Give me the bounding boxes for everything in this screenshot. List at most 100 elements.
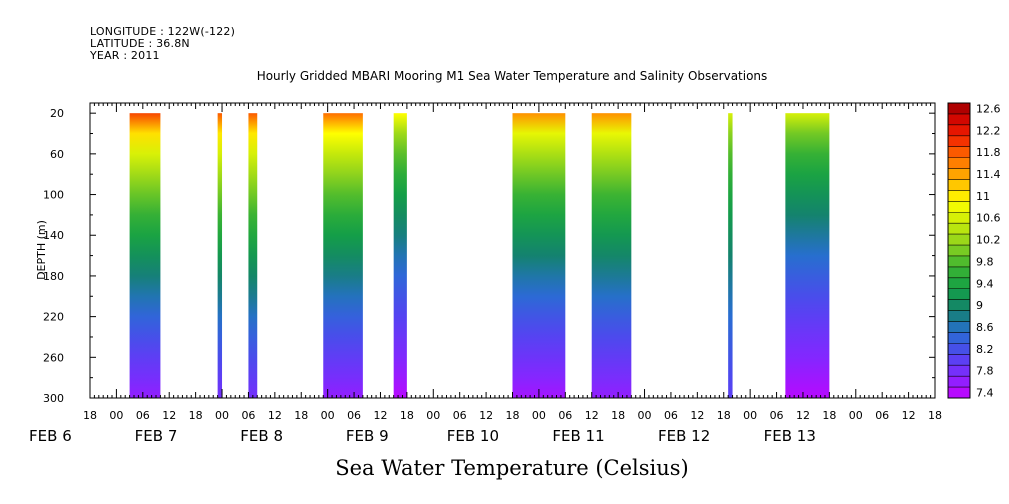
chart-subtitle: Sea Water Temperature (Celsius): [335, 456, 689, 480]
x-day-labels: FEB 6 FEB 7 FEB 8 FEB 9 FEB 10 FEB 11 FEB 12 FE…: [29, 427, 816, 445]
colorbar-swatch: [948, 135, 970, 148]
colorbar-label: 10.6: [976, 212, 1001, 225]
x-day-label: FEB 12: [658, 427, 710, 445]
data-block: [512, 113, 566, 398]
x-tick-label: 06: [347, 409, 361, 422]
colorbar: 12.6 12.2 11.8 11.4 11 10.6 10.2 9.8 9.4 9 8.6 8.2 7…: [947, 102, 1001, 400]
colorbar-swatch: [948, 201, 970, 213]
colorbar-swatch: [948, 234, 970, 246]
x-tick-label: 06: [136, 409, 150, 422]
y-tick-label: 180: [43, 270, 64, 283]
latitude-label: LATITUDE : 36.8N: [90, 37, 190, 50]
colorbar-swatch: [948, 113, 970, 126]
colorbar-swatch: [948, 376, 970, 388]
y-tick-label: 20: [50, 107, 64, 120]
y-tick-label: 140: [43, 229, 64, 242]
data-block: [591, 113, 632, 398]
colorbar-label: 12.6: [976, 102, 1001, 115]
x-tick-label: 12: [690, 409, 704, 422]
colorbar-swatch: [948, 212, 970, 224]
x-day-label: FEB 9: [346, 427, 389, 445]
x-tick-label: 12: [268, 409, 282, 422]
x-tick-label: 00: [321, 409, 335, 422]
y-tick-label: 220: [43, 311, 64, 324]
colorbar-label: 9.8: [976, 255, 994, 268]
x-tick-labels: 18 00 06 12 18 00 06 12 18 00 06 12 18 00 06 12 18 00 06 12…: [83, 409, 942, 422]
x-day-label: FEB 11: [552, 427, 604, 445]
x-tick-label: 06: [453, 409, 467, 422]
colorbar-swatch: [948, 103, 970, 115]
x-day-label: FEB 10: [447, 427, 499, 445]
colorbar-swatch: [948, 146, 970, 158]
colorbar-swatch: [948, 365, 970, 377]
colorbar-swatch: [948, 343, 970, 355]
colorbar-label: 11.4: [976, 168, 1001, 181]
colorbar-label: 9.4: [976, 277, 994, 290]
colorbar-swatch: [948, 288, 970, 300]
y-tick-label: 260: [43, 351, 64, 364]
x-tick-label: 18: [400, 409, 414, 422]
colorbar-swatch: [948, 245, 970, 257]
data-block: [393, 113, 407, 398]
colorbar-swatch: [948, 310, 970, 322]
longitude-label: LONGITUDE : 122W(-122): [90, 25, 236, 38]
x-tick-label: 18: [717, 409, 731, 422]
x-tick-label: 06: [875, 409, 889, 422]
y-tick-label: 60: [50, 148, 64, 161]
colorbar-label: 7.4: [976, 387, 994, 400]
colorbar-swatch: [948, 190, 970, 202]
colorbar-swatch: [948, 387, 970, 399]
x-tick-label: 00: [426, 409, 440, 422]
x-tick-label: 12: [479, 409, 493, 422]
x-tick-label: 00: [638, 409, 652, 422]
y-axis-label: DEPTH (m): [35, 220, 48, 280]
colorbar-swatch: [948, 266, 970, 279]
colorbar-swatch: [948, 255, 970, 268]
colorbar-label: 10.2: [976, 234, 1001, 247]
x-tick-label: 00: [215, 409, 229, 422]
year-label: YEAR : 2011: [90, 49, 160, 62]
x-day-label: FEB 7: [135, 427, 178, 445]
x-tick-label: 00: [743, 409, 757, 422]
data-block: [217, 113, 223, 398]
colorbar-label: 8.6: [976, 321, 994, 334]
x-tick-label: 06: [770, 409, 784, 422]
axis-ticks: [89, 103, 936, 399]
colorbar-label: 11.8: [976, 146, 1001, 159]
colorbar-swatch: [948, 354, 970, 366]
x-tick-label: 18: [83, 409, 97, 422]
colorbar-swatch: [948, 168, 970, 180]
x-tick-label: 00: [109, 409, 123, 422]
x-tick-label: 18: [189, 409, 203, 422]
colorbar-swatch: [948, 179, 970, 191]
x-tick-label: 12: [373, 409, 387, 422]
colorbar-label: 12.2: [976, 124, 1001, 137]
x-tick-label: 06: [558, 409, 572, 422]
x-tick-label: 18: [294, 409, 308, 422]
colorbar-swatch: [948, 321, 970, 333]
y-tick-labels: 20 60 100 140 180 220 260 300: [43, 107, 64, 405]
x-tick-label: 18: [611, 409, 625, 422]
x-tick-label: 00: [849, 409, 863, 422]
colorbar-swatch: [948, 277, 970, 290]
x-tick-label: 12: [796, 409, 810, 422]
x-tick-label: 06: [241, 409, 255, 422]
colorbar-swatch: [948, 299, 970, 311]
colorbar-swatch: [948, 223, 970, 235]
x-tick-label: 18: [822, 409, 836, 422]
colorbar-swatch: [948, 157, 970, 169]
x-day-label: FEB 8: [240, 427, 283, 445]
x-day-label: FEB 13: [764, 427, 816, 445]
x-tick-label: 12: [585, 409, 599, 422]
colorbar-swatch: [948, 124, 970, 137]
data-block: [248, 113, 258, 398]
data-block: [129, 113, 161, 398]
y-tick-label: 100: [43, 189, 64, 202]
colorbar-label: 9: [976, 299, 983, 312]
colorbar-label: 11: [976, 190, 990, 203]
data-block: [728, 113, 733, 398]
colorbar-label: 7.8: [976, 365, 994, 378]
y-tick-label: 300: [43, 392, 64, 405]
chart-title: Hourly Gridded MBARI Mooring M1 Sea Wate…: [257, 69, 768, 83]
data-block: [785, 113, 830, 398]
